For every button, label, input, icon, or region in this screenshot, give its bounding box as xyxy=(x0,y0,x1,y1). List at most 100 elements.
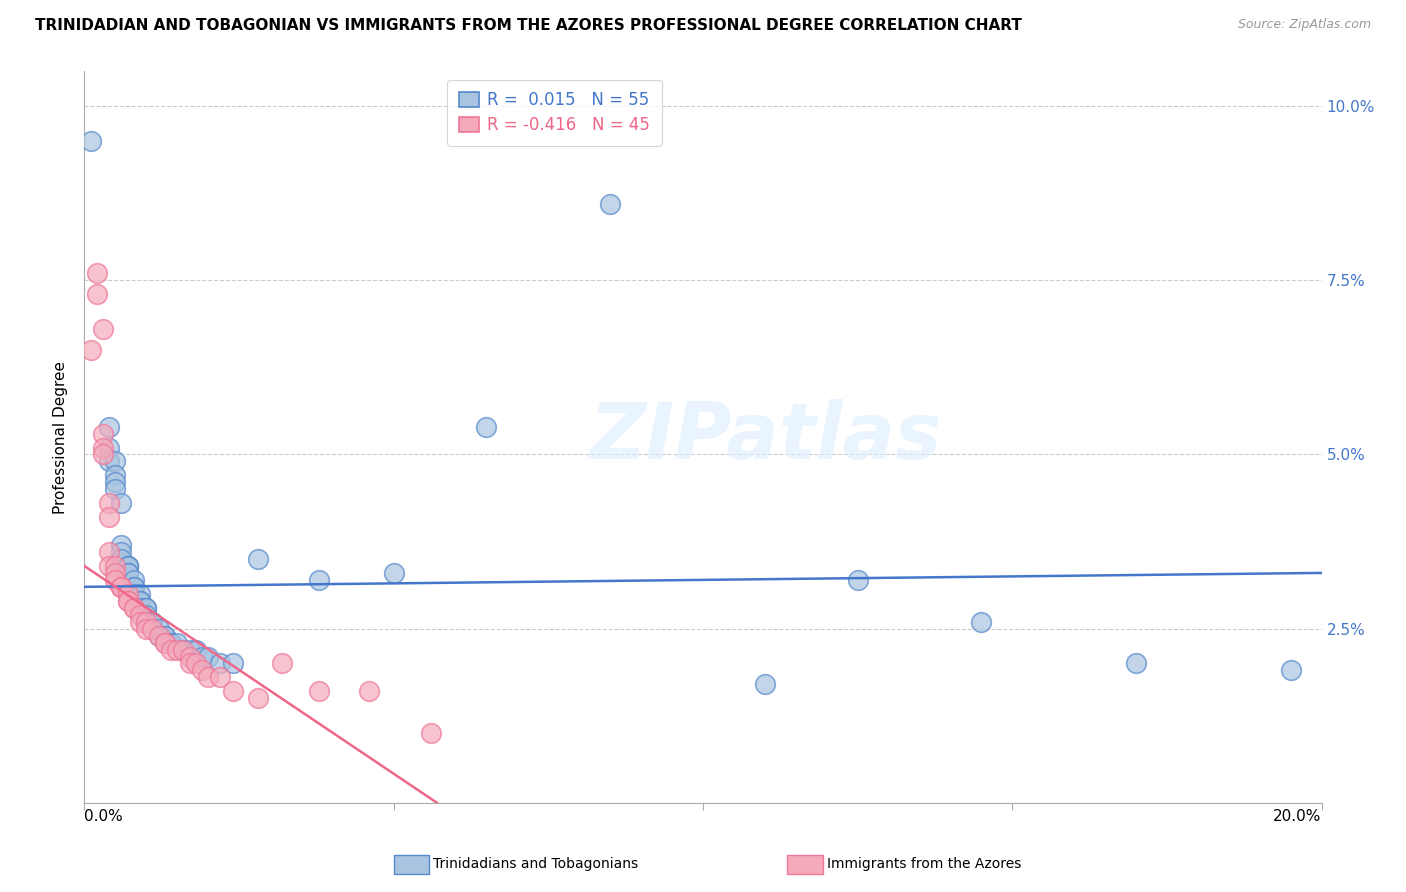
Point xyxy=(79,134,101,148)
Point xyxy=(104,573,127,587)
Point xyxy=(98,454,121,468)
Point xyxy=(148,629,170,643)
Point xyxy=(172,642,194,657)
Point xyxy=(129,600,152,615)
Point xyxy=(91,322,114,336)
Point xyxy=(135,600,157,615)
Point xyxy=(184,657,207,671)
Point xyxy=(104,475,127,490)
Point xyxy=(117,566,139,580)
Point xyxy=(153,635,176,649)
Point xyxy=(160,635,183,649)
Point xyxy=(117,566,139,580)
Text: Source: ZipAtlas.com: Source: ZipAtlas.com xyxy=(1237,18,1371,31)
Point xyxy=(141,615,163,629)
Point xyxy=(246,552,269,566)
Point xyxy=(197,670,219,684)
Point xyxy=(117,594,139,608)
Point xyxy=(846,573,869,587)
Point xyxy=(135,615,157,629)
Y-axis label: Professional Degree: Professional Degree xyxy=(53,360,69,514)
Point xyxy=(754,677,776,691)
Point xyxy=(166,635,188,649)
Point xyxy=(117,594,139,608)
Point xyxy=(104,468,127,483)
Point xyxy=(153,629,176,643)
Point xyxy=(122,600,145,615)
Point xyxy=(599,196,621,211)
Point xyxy=(122,600,145,615)
Legend: R =  0.015   N = 55, R = -0.416   N = 45: R = 0.015 N = 55, R = -0.416 N = 45 xyxy=(447,79,662,145)
Point xyxy=(122,580,145,594)
Point xyxy=(104,454,127,468)
Point xyxy=(357,684,380,698)
Point xyxy=(209,657,232,671)
Point xyxy=(98,510,121,524)
Point xyxy=(98,441,121,455)
Point xyxy=(141,622,163,636)
Point xyxy=(122,573,145,587)
Point xyxy=(141,615,163,629)
Point xyxy=(79,343,101,357)
Point xyxy=(98,496,121,510)
Point xyxy=(86,287,108,301)
Point xyxy=(197,649,219,664)
Point xyxy=(1279,664,1302,678)
Point xyxy=(110,538,132,552)
Point xyxy=(308,573,330,587)
Point xyxy=(148,622,170,636)
Point xyxy=(135,615,157,629)
Point xyxy=(104,483,127,497)
Point xyxy=(191,649,214,664)
Point xyxy=(222,657,245,671)
Point xyxy=(172,642,194,657)
Point xyxy=(98,419,121,434)
Point xyxy=(117,558,139,573)
Point xyxy=(135,600,157,615)
Point xyxy=(110,545,132,559)
Point xyxy=(110,552,132,566)
Point xyxy=(153,629,176,643)
Point xyxy=(129,594,152,608)
Point xyxy=(129,587,152,601)
Point xyxy=(160,642,183,657)
Point xyxy=(135,607,157,622)
Point xyxy=(110,580,132,594)
Point xyxy=(98,558,121,573)
Point xyxy=(148,629,170,643)
Point xyxy=(153,635,176,649)
Point xyxy=(129,594,152,608)
Text: Immigrants from the Azores: Immigrants from the Azores xyxy=(827,857,1021,871)
Point xyxy=(179,642,201,657)
Point xyxy=(91,441,114,455)
Point xyxy=(475,419,498,434)
Point xyxy=(117,587,139,601)
Text: 0.0%: 0.0% xyxy=(84,809,124,823)
Point xyxy=(160,635,183,649)
Point xyxy=(129,607,152,622)
Point xyxy=(970,615,993,629)
Point xyxy=(110,580,132,594)
Point xyxy=(1125,657,1147,671)
Point xyxy=(179,649,201,664)
Point xyxy=(91,448,114,462)
Point xyxy=(308,684,330,698)
Point xyxy=(166,642,188,657)
Text: TRINIDADIAN AND TOBAGONIAN VS IMMIGRANTS FROM THE AZORES PROFESSIONAL DEGREE COR: TRINIDADIAN AND TOBAGONIAN VS IMMIGRANTS… xyxy=(35,18,1022,33)
Text: Trinidadians and Tobagonians: Trinidadians and Tobagonians xyxy=(433,857,638,871)
Point xyxy=(86,266,108,280)
Point xyxy=(382,566,405,580)
Point xyxy=(271,657,294,671)
Point xyxy=(179,657,201,671)
Point xyxy=(246,691,269,706)
Point xyxy=(222,684,245,698)
Point xyxy=(104,566,127,580)
Point xyxy=(129,615,152,629)
Point xyxy=(191,664,214,678)
Point xyxy=(110,580,132,594)
Point xyxy=(122,580,145,594)
Point xyxy=(184,642,207,657)
Text: ZIPatlas: ZIPatlas xyxy=(589,399,941,475)
Point xyxy=(122,587,145,601)
Point xyxy=(117,558,139,573)
